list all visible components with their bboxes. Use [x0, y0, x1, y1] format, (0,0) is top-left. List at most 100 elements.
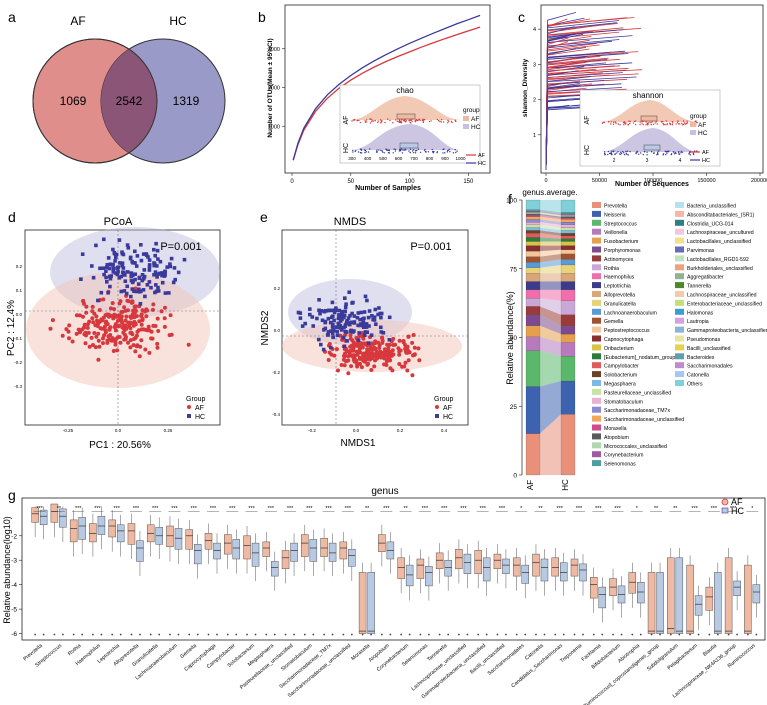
- nmds-point-hc: [356, 311, 361, 315]
- stacked-segment-hc: [560, 356, 576, 382]
- pcoa-point-hc: [138, 290, 142, 294]
- pcoa-point-hc: [152, 273, 156, 277]
- pcoa-legend-af: AF: [195, 405, 204, 412]
- chao-af-box: [396, 113, 416, 120]
- pcoa-point-hc: [107, 266, 112, 271]
- nmds-point-hc: [330, 308, 334, 313]
- boxplot-title: genus: [371, 486, 398, 497]
- legend-swatch: [592, 210, 601, 217]
- legend-swatch: [675, 335, 684, 342]
- pcoa-point-hc: [140, 278, 144, 283]
- shannon-hc-dot: [603, 152, 606, 155]
- pcoa-point-af: [74, 313, 79, 318]
- panel-a-venn: a AF HC 1069 2542 1319: [8, 9, 226, 164]
- nmds-frame: [281, 229, 469, 426]
- stacked-segment-hc: [560, 199, 576, 213]
- legend-swatch: [675, 299, 684, 306]
- nmds-point-af: [329, 352, 334, 357]
- stacked-band: [540, 289, 561, 301]
- shannon-hc-dot: [675, 152, 677, 155]
- shannon-hc-dot: [607, 153, 609, 156]
- legend-swatch: [675, 246, 684, 253]
- nmds-point-af: [390, 368, 395, 373]
- shannon-hc-dot: [619, 153, 621, 155]
- legend-swatch: [592, 335, 601, 342]
- chao-af-dot: [381, 120, 383, 123]
- pcoa-point-af: [101, 297, 106, 302]
- pcoa-point-af: [93, 345, 98, 350]
- chao-inset-tick: 900: [441, 156, 449, 161]
- nmds-legend-af: AF: [443, 405, 452, 412]
- nmds-point-af: [382, 356, 387, 361]
- boxplot-outlier: [573, 633, 576, 636]
- chao-hc-dot: [403, 149, 405, 151]
- nmds-ytick-label: 0.2: [274, 286, 281, 291]
- boxplot-ytick-label: -5: [11, 607, 17, 614]
- pcoa-point-hc: [123, 279, 128, 283]
- pcoa-point-hc: [162, 274, 167, 278]
- chao-af-dot: [398, 118, 401, 121]
- nmds-point-af: [357, 347, 362, 352]
- nmds-point-hc: [331, 314, 335, 318]
- shannon-af-dot: [603, 121, 606, 124]
- c-ytick-label: 2: [533, 98, 536, 104]
- legend-swatch: [675, 308, 684, 315]
- nmds-point-af: [397, 338, 402, 343]
- boxplot-significance: ***: [248, 506, 255, 512]
- chao-af-dot: [380, 122, 382, 124]
- pcoa-point-hc: [153, 253, 157, 258]
- stacked-segment-af: [525, 314, 541, 326]
- chao-af-dot: [415, 118, 418, 121]
- pcoa-point-hc: [130, 287, 135, 291]
- chao-af-dot: [365, 119, 368, 121]
- venn-hc-title: HC: [169, 14, 187, 28]
- chao-hc-dot: [402, 149, 404, 151]
- pcoa-point-af: [125, 308, 130, 313]
- legend-label: Leptotrichia: [604, 284, 631, 290]
- stacked-segment-af: [525, 215, 541, 217]
- nmds-point-af: [397, 362, 402, 366]
- chao-hc-dot: [432, 151, 435, 154]
- pcoa-title: PCoA: [104, 216, 133, 228]
- nmds-ytick-label: -0.4: [272, 412, 280, 417]
- stacked-segment-hc: [560, 219, 576, 223]
- nmds-point-hc: [317, 298, 321, 302]
- stacked-segment-hc: [560, 289, 576, 301]
- chao-hc-dot: [412, 149, 415, 151]
- chao-af-dot: [422, 118, 424, 121]
- boxplot-box-af: [50, 503, 59, 523]
- boxplot-significance: ***: [287, 506, 294, 512]
- pcoa-point-af: [50, 318, 55, 323]
- nmds-point-af: [346, 371, 351, 376]
- shannon-inset-dots: [601, 120, 698, 156]
- shannon-hc-dot: [646, 151, 648, 153]
- pcoa-point-af: [102, 333, 107, 338]
- chao-af-dot: [371, 120, 373, 123]
- nmds-point-hc: [348, 313, 352, 318]
- pcoa-point-af: [133, 349, 138, 354]
- chao-hc-dot: [414, 150, 417, 152]
- pcoa-point-hc: [99, 290, 104, 295]
- chao-af-dot: [437, 119, 440, 122]
- panel-d-pcoa: d PCoA 0.2 0.1 0.0 -0.1 -0.2 -0.3 -0.25 0.0 0.25…: [6, 209, 221, 451]
- pcoa-ytick-label: -0.1: [14, 336, 22, 341]
- nmds-point-hc: [339, 328, 344, 332]
- shannon-af-dot: [678, 123, 681, 125]
- boxplot-outlier: [535, 633, 537, 636]
- pcoa-point-af: [113, 314, 118, 319]
- boxplot-box-hc: [598, 586, 607, 609]
- nmds-point-hc: [334, 306, 338, 310]
- pcoa-point-af: [150, 336, 155, 341]
- shannon-hc-dot: [620, 151, 622, 154]
- chao-af-dot: [395, 119, 397, 121]
- nmds-point-af: [369, 354, 374, 359]
- nmds-point-hc: [376, 312, 380, 317]
- pcoa-point-hc: [102, 237, 106, 242]
- pcoa-point-hc: [165, 265, 169, 269]
- chao-hc-dot: [352, 151, 354, 153]
- nmds-point-hc: [335, 333, 340, 338]
- shannon-hc-dot: [613, 150, 615, 152]
- panel-e-nmds: e NMDS 0.2 0.0 -0.2 -0.4 -0.2 0.0 0.2 0.4 P=0.0…: [260, 209, 469, 449]
- nmds-point-af: [385, 342, 390, 347]
- nmds-point-hc: [337, 321, 341, 326]
